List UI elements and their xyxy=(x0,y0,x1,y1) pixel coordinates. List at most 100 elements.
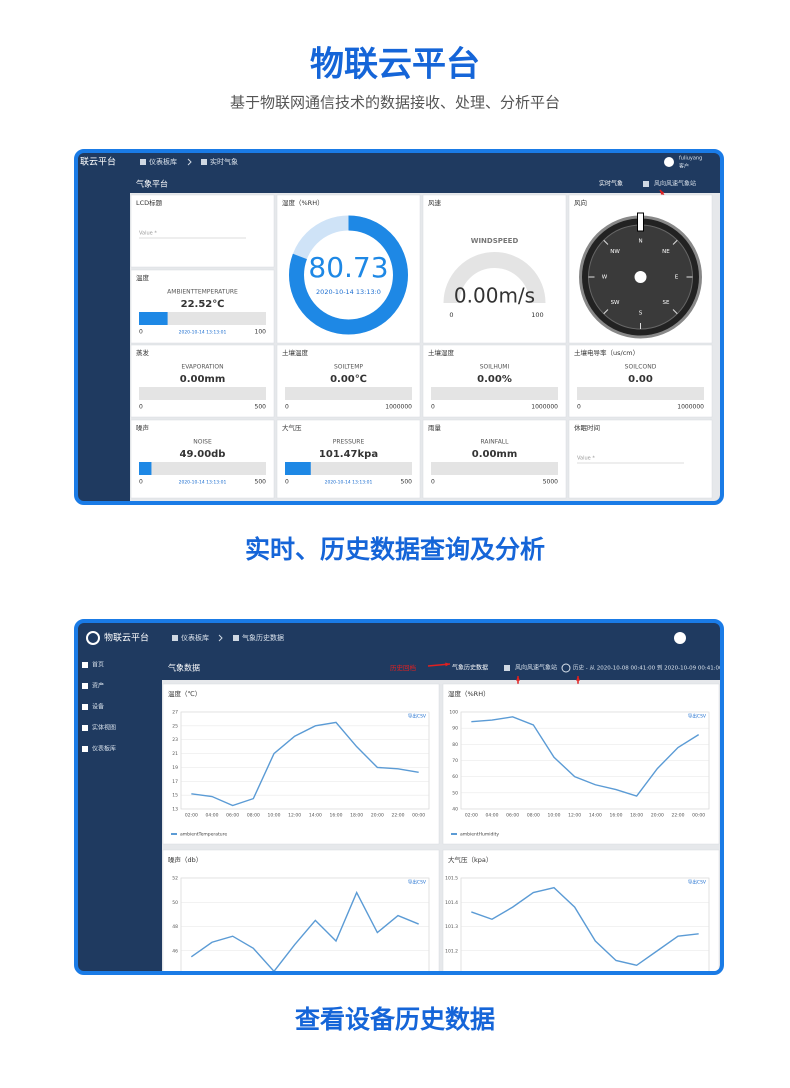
y-tick-label: 50 xyxy=(172,900,178,906)
widget-title: 雨量 xyxy=(428,424,442,432)
y-tick-label: 19 xyxy=(172,765,178,771)
x-tick-label: 00:00 xyxy=(412,813,425,819)
chart-title: 湿度（%RH） xyxy=(448,689,490,698)
icon xyxy=(172,635,178,641)
legend-label: ambientTemperature xyxy=(180,832,227,838)
donut-fill xyxy=(289,215,408,335)
compass-needle xyxy=(637,212,644,232)
x-tick-label: 18:00 xyxy=(630,813,643,819)
y-tick-label: 13 xyxy=(172,807,178,813)
x-tick-label: 04:00 xyxy=(486,813,499,819)
sensor-value: 0.00mm xyxy=(180,374,226,385)
widget-title: 噪声 xyxy=(136,423,150,432)
compass-tick xyxy=(672,309,678,315)
toolbar-item: 气象历史数据 xyxy=(452,664,488,672)
x-tick-label: 04:00 xyxy=(206,813,219,819)
widget-title: 温度 xyxy=(136,273,150,282)
y-tick-label: 70 xyxy=(452,758,458,764)
x-tick-label: 10:00 xyxy=(548,813,561,819)
arrow-head xyxy=(445,662,450,667)
icon xyxy=(233,635,239,641)
sensor-label: SOILHUMI xyxy=(480,364,510,371)
compass-tick xyxy=(603,309,609,315)
toolbar-item: 实时气象 xyxy=(599,180,623,188)
data-line xyxy=(471,716,700,797)
avatar xyxy=(674,632,686,644)
x-tick-label: 12:00 xyxy=(568,813,581,819)
sensor-value: 0.00℃ xyxy=(330,374,367,385)
y-tick-label: 48 xyxy=(172,924,178,930)
menu-item: 设备 xyxy=(92,703,104,711)
widget-card xyxy=(276,344,421,418)
bar-min: 0 xyxy=(139,479,143,486)
page-title: 物联云平台 xyxy=(310,45,480,85)
bar-track xyxy=(577,387,704,400)
bar-min: 0 xyxy=(139,329,143,336)
chevron xyxy=(187,158,192,166)
x-tick-label: 06:00 xyxy=(506,813,519,819)
sensor-label: RAINFALL xyxy=(481,439,510,446)
export-button: 导出CSV xyxy=(408,879,427,886)
sensor-label: NOISE xyxy=(193,439,212,446)
bar-max: 1000000 xyxy=(677,404,704,411)
compass-direction: SW xyxy=(611,300,620,306)
y-tick-label: 101.5 xyxy=(445,876,458,882)
export-button: 导出CSV xyxy=(408,713,427,720)
bar-min: 0 xyxy=(431,404,435,411)
page-subtitle: 基于物联网通信技术的数据接收、处理、分析平台 xyxy=(230,94,560,112)
sensor-label: EVAPORATION xyxy=(181,364,223,371)
widget-card xyxy=(130,344,275,418)
x-tick-label: 06:00 xyxy=(226,813,239,819)
y-tick-label: 52 xyxy=(172,876,178,882)
breadcrumb: 气象历史数据 xyxy=(242,633,284,642)
y-tick-label: 101.2 xyxy=(445,948,458,954)
widget-card xyxy=(276,419,421,499)
icon xyxy=(82,662,88,668)
widget-title: 休眠时间 xyxy=(574,423,600,432)
widget-title: 湿度（%RH） xyxy=(282,198,324,207)
gauge-min: 0 xyxy=(449,311,453,319)
timestamp: 2020-10-14 13:13:01 xyxy=(179,480,227,486)
gauge-max: 100 xyxy=(531,311,543,319)
x-tick-label: 12:00 xyxy=(288,813,301,819)
widget-card xyxy=(568,344,713,418)
toolbar-item: 风向风速气象站 xyxy=(654,180,696,188)
bar-min: 0 xyxy=(285,404,289,411)
y-tick-label: 15 xyxy=(172,793,178,799)
sensor-label: SOILTEMP xyxy=(334,364,363,371)
bar-max: 500 xyxy=(255,479,267,486)
brand: 联云平台 xyxy=(80,156,116,168)
x-tick-label: 10:00 xyxy=(268,813,281,819)
widget-card xyxy=(130,194,275,268)
compass-tick xyxy=(672,239,678,245)
y-tick-label: 27 xyxy=(172,710,178,716)
widget-card xyxy=(130,269,275,344)
compass-direction: N xyxy=(638,239,642,245)
bar-max: 1000000 xyxy=(385,404,412,411)
export-button: 导出CSV xyxy=(688,879,707,886)
x-tick-label: 00:00 xyxy=(692,813,705,819)
chevron xyxy=(218,634,223,642)
bar-max: 1000000 xyxy=(531,404,558,411)
breadcrumb: 实时气象 xyxy=(210,157,238,166)
arrow-head xyxy=(516,676,520,681)
widget-title: 风速 xyxy=(428,199,442,207)
bar-fill xyxy=(139,462,152,475)
menu-item: 资产 xyxy=(92,682,104,690)
x-tick-label: 02:00 xyxy=(465,813,478,819)
x-tick-label: 16:00 xyxy=(330,813,343,819)
compass-direction: NW xyxy=(610,249,620,255)
caption: 查看设备历史数据 xyxy=(295,1005,495,1034)
widget-card xyxy=(422,419,567,499)
data-line xyxy=(191,721,419,807)
menu-item: 实体视图 xyxy=(92,724,116,732)
bar-track xyxy=(431,462,558,475)
bar-min: 0 xyxy=(285,479,289,486)
sensor-value: 0.00% xyxy=(477,374,512,385)
x-tick-label: 20:00 xyxy=(371,813,384,819)
compass-direction: SE xyxy=(662,300,669,306)
bar-max: 100 xyxy=(255,329,267,336)
y-tick-label: 46 xyxy=(172,948,178,954)
arrow-head xyxy=(660,190,665,195)
